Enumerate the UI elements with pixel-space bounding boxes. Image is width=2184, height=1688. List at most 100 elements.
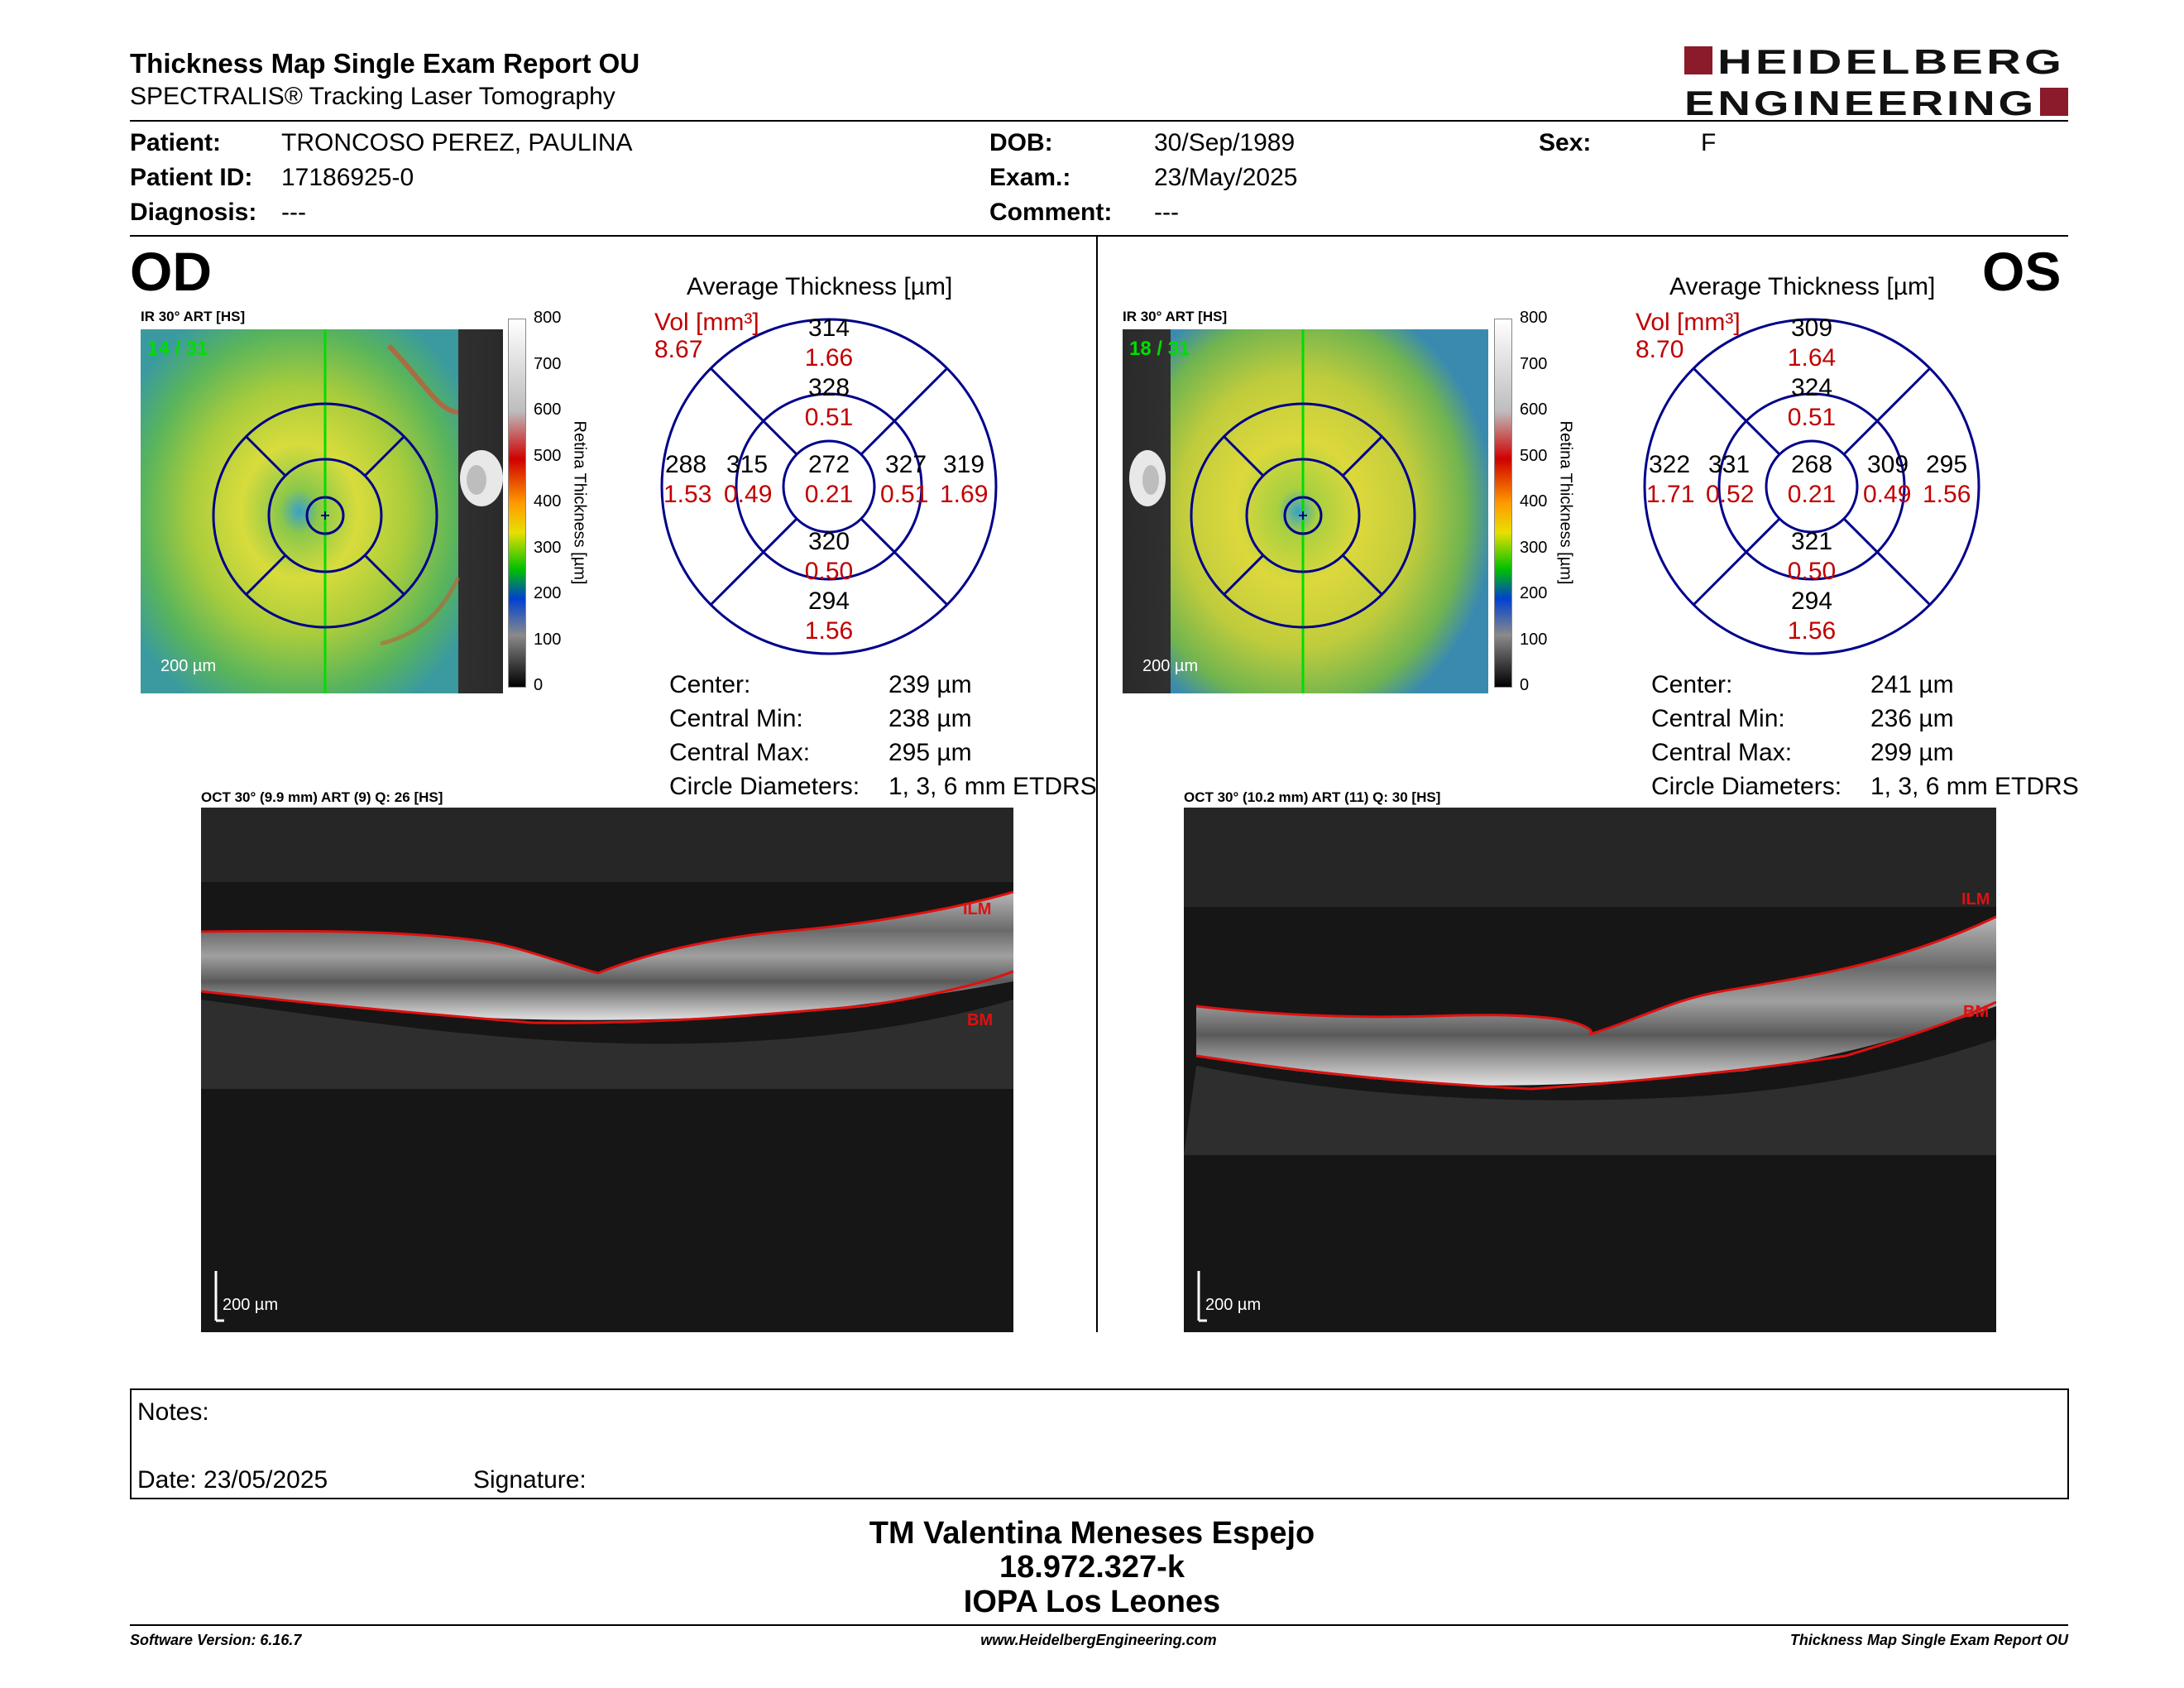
od-tick-400: 400 (534, 492, 562, 511)
od-tick-0: 0 (534, 676, 544, 694)
comment-value: --- (1154, 199, 1179, 226)
exam-value: 23/May/2025 (1154, 164, 1298, 191)
od-center-label: Center: (669, 671, 751, 698)
od-central-min-value: 238 µm (888, 705, 972, 732)
os-inner-right-volume: 0.49 (1863, 481, 1912, 508)
os-colorbar-ticks: 800 700 600 500 400 300 200 100 0 (1520, 309, 1553, 698)
od-central-max-label: Central Max: (669, 739, 811, 766)
os-eye-label: OS (1982, 241, 2062, 302)
footer-divider (130, 1624, 2068, 1626)
od-tick-800: 800 (534, 309, 562, 327)
os-ilm-label: ILM (1961, 890, 1990, 909)
os-tick-100: 100 (1520, 631, 1548, 649)
od-colorbar-label: Retina Thickness [µm] (570, 420, 589, 585)
os-outer-left-volume: 1.71 (1646, 481, 1695, 508)
os-outer-inferior-thickness: 294 (1790, 587, 1833, 615)
diagnosis-value: --- (281, 199, 306, 226)
od-center-volume: 0.21 (804, 481, 854, 508)
report-subtitle: SPECTRALIS® Tracking Laser Tomography (130, 83, 615, 110)
od-outer-superior-thickness: 314 (807, 314, 850, 342)
logo-line-1: HEIDELBERG (1717, 45, 2065, 81)
notes-date: Date: 23/05/2025 (137, 1466, 328, 1494)
os-outer-inferior-volume: 1.56 (1787, 617, 1837, 645)
od-inner-left-thickness: 315 (726, 451, 769, 478)
od-vol-value: 8.67 (654, 336, 703, 363)
software-version: Software Version: 6.16.7 (130, 1632, 302, 1648)
notes-box: Notes: Date: 23/05/2025 Signature: (130, 1388, 2069, 1499)
os-colorbar-label: Retina Thickness [µm] (1556, 420, 1575, 585)
od-tick-700: 700 (534, 355, 562, 373)
od-oct-scale: 200 µm (223, 1296, 279, 1314)
od-central-max-value: 295 µm (888, 739, 972, 766)
od-inner-inferior-thickness: 320 (807, 528, 850, 555)
os-etdrs-grid (1643, 318, 1980, 655)
os-center-label: Center: (1651, 671, 1733, 698)
os-inner-inferior-volume: 0.50 (1787, 558, 1837, 585)
os-circle-diam-value: 1, 3, 6 mm ETDRS (1870, 773, 2079, 800)
os-central-min-label: Central Min: (1651, 705, 1785, 732)
od-inner-inferior-volume: 0.50 (804, 558, 854, 585)
os-oct-scale: 200 µm (1205, 1296, 1262, 1314)
signer-org: IOPA Los Leones (963, 1585, 1221, 1619)
os-inner-superior-volume: 0.51 (1787, 404, 1837, 431)
od-vol-label: Vol [mm³] (654, 309, 759, 336)
od-circle-diam-label: Circle Diameters: (669, 773, 860, 800)
os-tick-200: 200 (1520, 584, 1548, 602)
signer-name: TM Valentina Meneses Espejo (869, 1516, 1315, 1551)
footer-report-name: Thickness Map Single Exam Report OU (1789, 1632, 2068, 1648)
os-center-volume: 0.21 (1787, 481, 1837, 508)
diagnosis-label: Diagnosis: (130, 199, 257, 226)
od-outer-right-volume: 1.69 (940, 481, 989, 508)
os-fundus-scale: 200 µm (1142, 657, 1199, 675)
od-inner-superior-volume: 0.51 (804, 404, 854, 431)
od-bm-label: BM (967, 1011, 994, 1029)
os-tick-700: 700 (1520, 355, 1548, 373)
signer-rut: 18.972.327-k (999, 1550, 1185, 1585)
od-inner-right-thickness: 327 (885, 451, 927, 478)
od-center-value: 239 µm (888, 671, 972, 698)
od-tick-600: 600 (534, 400, 562, 419)
os-oct-title: OCT 30° (10.2 mm) ART (11) Q: 30 [HS] (1184, 789, 1441, 805)
od-frame-counter: 14 / 31 (147, 338, 208, 360)
od-thickness-map: 14 / 31 200 µm (141, 329, 503, 693)
eye-divider (1096, 237, 1098, 1332)
patient-id-label: Patient ID: (130, 164, 253, 191)
os-inner-inferior-thickness: 321 (1790, 528, 1833, 555)
sex-value: F (1701, 129, 1717, 156)
od-inner-superior-thickness: 328 (807, 374, 850, 401)
patient-id-value: 17186925-0 (281, 164, 414, 191)
od-outer-left-thickness: 288 (665, 451, 707, 478)
os-colorbar (1494, 319, 1512, 688)
od-etdrs-grid (660, 318, 998, 655)
dob-label: DOB: (989, 129, 1053, 156)
dob-value: 30/Sep/1989 (1154, 129, 1296, 156)
od-tick-100: 100 (534, 631, 562, 649)
os-circle-diam-label: Circle Diameters: (1651, 773, 1842, 800)
os-vol-label: Vol [mm³] (1636, 309, 1741, 336)
os-inner-left-volume: 0.52 (1706, 481, 1755, 508)
od-fundus-scale: 200 µm (160, 657, 217, 675)
od-eye-label: OD (130, 241, 212, 302)
os-central-max-label: Central Max: (1651, 739, 1793, 766)
patient-value: TRONCOSO PEREZ, PAULINA (281, 129, 633, 156)
notes-label: Notes: (137, 1398, 209, 1426)
od-circle-diam-value: 1, 3, 6 mm ETDRS (888, 773, 1097, 800)
od-ilm-label: ILM (963, 900, 992, 918)
os-frame-counter: 18 / 31 (1129, 338, 1190, 360)
od-central-min-label: Central Min: (669, 705, 803, 732)
os-outer-superior-volume: 1.64 (1787, 344, 1837, 372)
os-oct-bscan: ILM BM 200 µm (1184, 808, 1996, 1332)
od-center-thickness: 272 (807, 451, 850, 478)
od-colorbar (508, 319, 526, 688)
patient-divider (130, 235, 2068, 237)
os-inner-superior-thickness: 324 (1790, 374, 1833, 401)
footer-url[interactable]: www.HeidelbergEngineering.com (980, 1632, 1217, 1648)
od-colorbar-ticks: 800 700 600 500 400 300 200 100 0 (534, 309, 567, 698)
od-tick-200: 200 (534, 584, 562, 602)
od-inner-left-volume: 0.49 (724, 481, 773, 508)
exam-label: Exam.: (989, 164, 1071, 191)
od-oct-bscan: ILM BM 200 µm (201, 808, 1013, 1332)
od-tick-500: 500 (534, 447, 562, 465)
os-tick-600: 600 (1520, 400, 1548, 419)
od-outer-right-thickness: 319 (943, 451, 985, 478)
